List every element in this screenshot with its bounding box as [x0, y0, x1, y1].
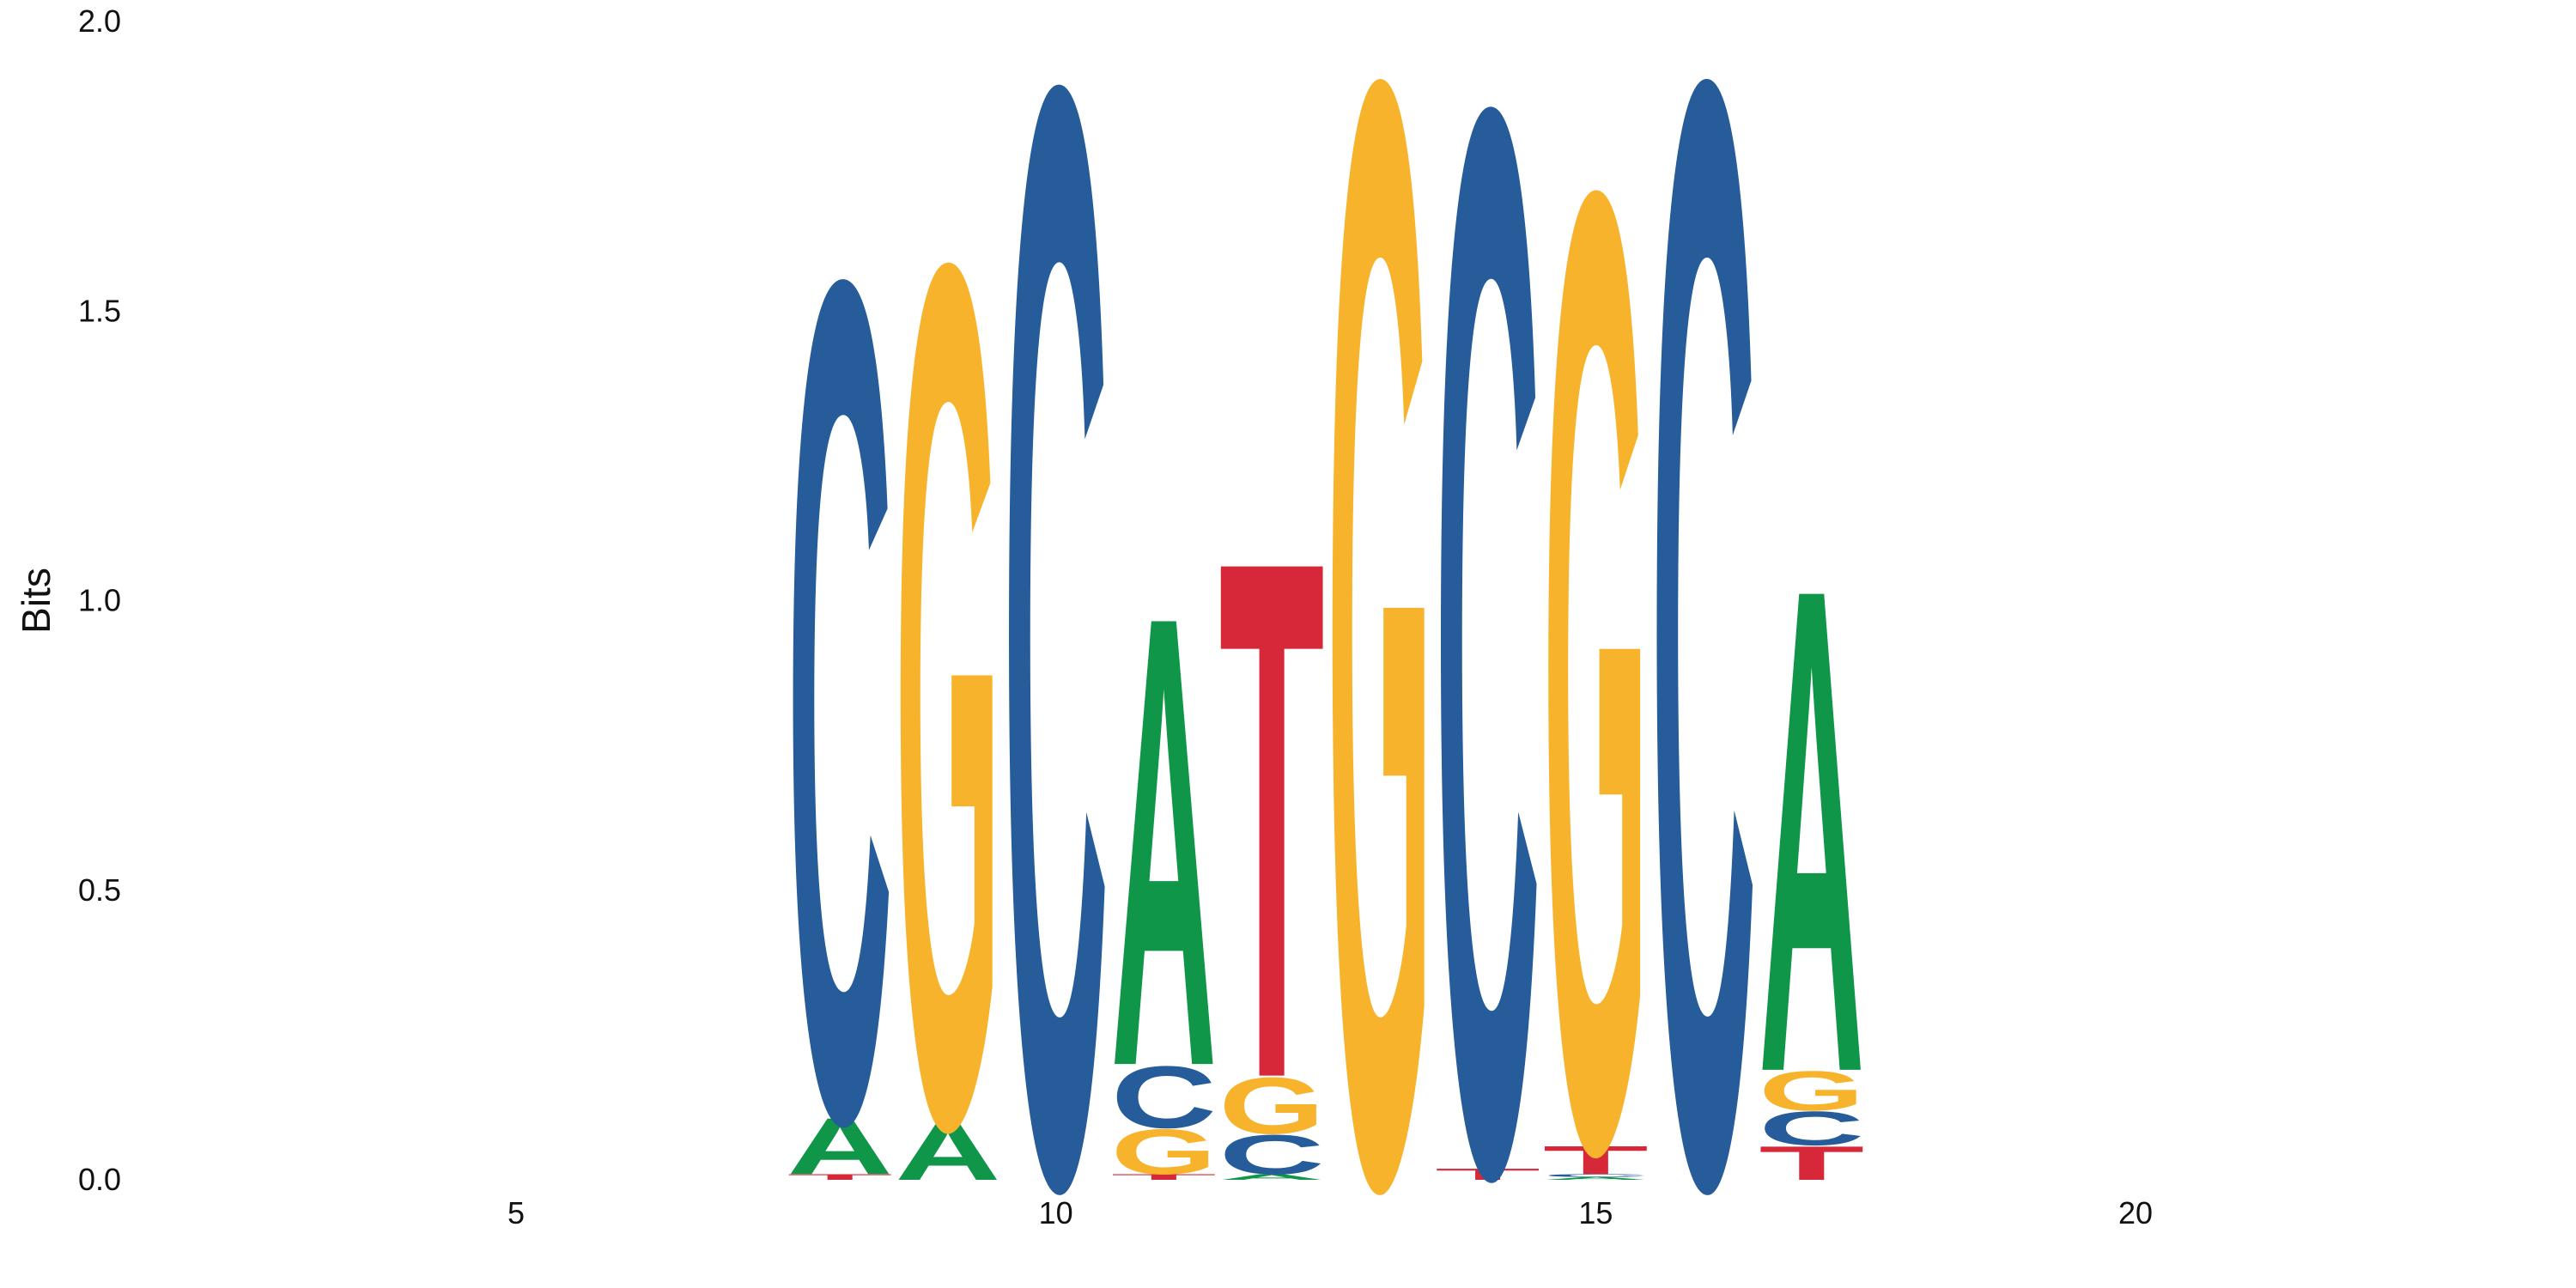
logo-letter-A: A: [1543, 1176, 1649, 1181]
logo-letter-C: C: [1759, 1102, 1864, 1156]
logo-letter-G: G: [1219, 1060, 1325, 1151]
logo-letter-A: A: [1111, 483, 1217, 1201]
logo-letter-C: C: [1219, 1123, 1325, 1186]
logo-letter-G: G: [1543, 0, 1649, 1288]
logo-letter-A: A: [787, 1102, 893, 1192]
logo-letter-T: T: [1435, 1165, 1540, 1183]
letter-stack-14: TC: [1435, 0, 1540, 1288]
logo-letter-C: C: [1435, 0, 1540, 1288]
letter-stack-10: C: [1003, 0, 1109, 1288]
y-tick-label: 1.5: [78, 293, 121, 328]
logo-letter-C: C: [1111, 1048, 1217, 1147]
logo-letter-T: T: [1219, 405, 1325, 1233]
logo-letter-G: G: [895, 9, 1000, 1288]
y-axis-title: Bits: [14, 568, 58, 634]
letter-stack-16: C: [1650, 0, 1756, 1288]
logo-letter-C: C: [787, 31, 893, 1288]
x-tick-label: 10: [1039, 1195, 1073, 1230]
y-tick-label: 2.0: [78, 3, 121, 39]
logo-letter-T: T: [1543, 1138, 1649, 1182]
logo-letter-A: A: [1759, 445, 1864, 1217]
y-tick-label: 0.0: [78, 1162, 121, 1197]
x-tick-label: 15: [1578, 1195, 1613, 1230]
logo-letter-C: C: [1003, 0, 1109, 1288]
y-tick-label: 0.5: [78, 872, 121, 908]
logo-letter-C: C: [1650, 0, 1756, 1288]
logo-letter-T: T: [1759, 1137, 1864, 1191]
logo-letter-C: C: [1543, 1173, 1649, 1177]
logo-letter-G: G: [1759, 1060, 1864, 1123]
x-tick-label: 20: [2118, 1195, 2153, 1230]
logo-letter-A: A: [1219, 1173, 1325, 1182]
y-axis: 0.0 0.5 1.0 1.5 2.0: [78, 3, 121, 1197]
logo-letter-T: T: [787, 1173, 893, 1182]
logo-letter-T: T: [1111, 1173, 1217, 1182]
x-axis: 5 10 15 20: [507, 1195, 2153, 1230]
logo-letter-G: G: [1327, 0, 1432, 1288]
logo-letter-A: A: [895, 1108, 1000, 1198]
letter-stack-13: G: [1327, 0, 1432, 1288]
logo-letter-G: G: [1111, 1116, 1217, 1188]
x-tick-label: 5: [507, 1195, 525, 1230]
letter-stack-9: AG: [895, 9, 1000, 1288]
y-tick-label: 1.0: [78, 583, 121, 618]
letter-stack-8: TAC: [787, 31, 893, 1288]
